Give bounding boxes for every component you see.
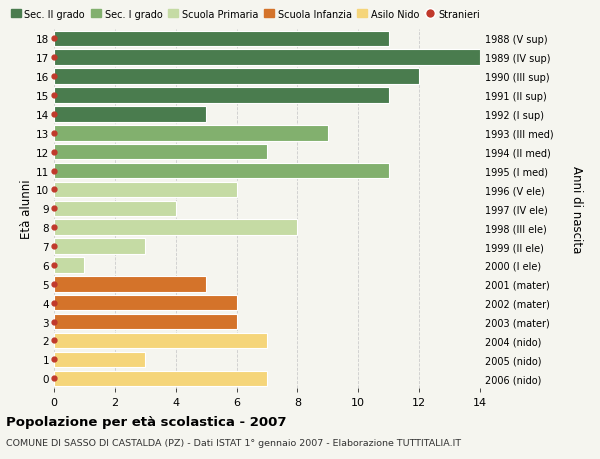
Bar [54, 333, 267, 348]
Text: COMUNE DI SASSO DI CASTALDA (PZ) - Dati ISTAT 1° gennaio 2007 - Elaborazione TUT: COMUNE DI SASSO DI CASTALDA (PZ) - Dati … [6, 438, 461, 448]
Bar [54, 50, 480, 66]
Bar [54, 201, 176, 217]
Bar [54, 295, 236, 311]
Bar [54, 352, 145, 367]
Bar [54, 239, 145, 254]
Text: Popolazione per età scolastica - 2007: Popolazione per età scolastica - 2007 [6, 415, 287, 428]
Y-axis label: Anni di nascita: Anni di nascita [570, 165, 583, 252]
Legend: Sec. II grado, Sec. I grado, Scuola Primaria, Scuola Infanzia, Asilo Nido, Stran: Sec. II grado, Sec. I grado, Scuola Prim… [9, 7, 482, 22]
Bar [54, 107, 206, 123]
Bar [54, 88, 389, 104]
Bar [54, 276, 206, 292]
Bar [54, 371, 267, 386]
Bar [54, 145, 267, 160]
Bar [54, 182, 236, 198]
Y-axis label: Età alunni: Età alunni [20, 179, 33, 239]
Bar [54, 220, 298, 235]
Bar [54, 126, 328, 141]
Bar [54, 32, 389, 47]
Bar [54, 257, 85, 273]
Bar [54, 69, 419, 84]
Bar [54, 163, 389, 179]
Bar [54, 314, 236, 330]
